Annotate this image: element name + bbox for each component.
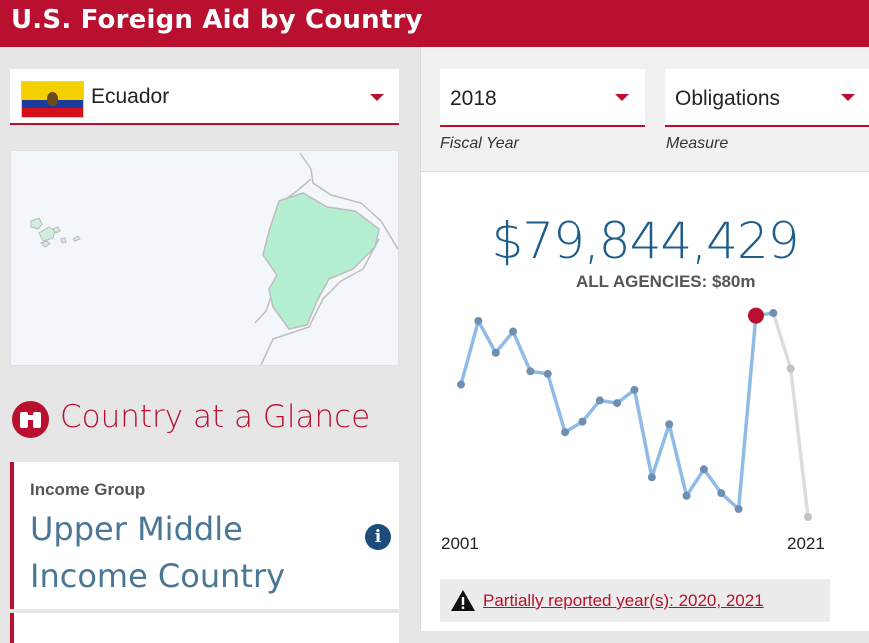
data-point[interactable] — [647, 473, 656, 482]
series-line-segment — [511, 329, 533, 374]
data-point[interactable] — [526, 367, 535, 376]
series-line-segment — [632, 388, 654, 480]
all-agencies-total: ALL AGENCIES: $80m — [576, 272, 756, 291]
series-line-segment — [476, 319, 498, 355]
fiscal-year-label: Fiscal Year — [440, 135, 519, 152]
series-line-segment — [702, 467, 723, 495]
page-title: U.S. Foreign Aid by Country — [11, 5, 423, 35]
data-point[interactable] — [543, 369, 552, 378]
income-value-line-2: Income Country — [30, 557, 286, 595]
data-point[interactable] — [509, 327, 518, 336]
left-panel: Ecuador — [0, 47, 420, 643]
data-point[interactable] — [734, 505, 743, 514]
ecuador-flag-icon — [21, 81, 84, 118]
series-line-segment — [788, 366, 810, 519]
total-amount: $79,844,429 — [491, 212, 799, 270]
next-glance-card — [10, 613, 399, 643]
data-point[interactable] — [457, 380, 465, 389]
chevron-down-icon — [841, 94, 855, 101]
galapagos-islands — [30, 217, 81, 248]
partial-years-link[interactable]: Partially reported year(s): 2020, 2021 — [483, 591, 764, 610]
series-line-segment — [771, 311, 793, 371]
income-group-card: Income Group Upper Middle Income Country… — [10, 462, 399, 609]
x-tick-label-start: 2001 — [441, 534, 479, 553]
chevron-down-icon — [370, 94, 384, 101]
ecuador-map-svg — [30, 152, 399, 366]
right-panel: 2018 Fiscal Year Obligations Measure $79… — [420, 47, 869, 631]
data-point[interactable] — [682, 491, 691, 500]
data-point[interactable] — [665, 420, 674, 429]
country-name: Ecuador — [91, 85, 170, 108]
data-point[interactable] — [491, 348, 500, 357]
income-group-label: Income Group — [30, 480, 146, 499]
series-line-segment — [580, 398, 602, 424]
data-point[interactable] — [630, 385, 639, 394]
data-point[interactable] — [699, 465, 708, 474]
fiscal-year-value: 2018 — [450, 87, 497, 110]
data-point[interactable] — [804, 513, 812, 521]
series-line-segment — [736, 313, 758, 511]
data-point[interactable] — [717, 489, 726, 498]
series-line-segment — [650, 422, 671, 480]
series-line-segment — [684, 467, 706, 498]
series-line-segment — [493, 329, 515, 355]
data-point[interactable] — [474, 316, 483, 325]
series-line-segment — [546, 372, 567, 434]
aid-trend-chart[interactable] — [421, 295, 869, 557]
data-point[interactable] — [769, 309, 778, 317]
x-tick-label-end: 2021 — [787, 534, 825, 553]
data-point[interactable] — [561, 428, 570, 437]
data-point[interactable] — [578, 417, 587, 426]
app-header: U.S. Foreign Aid by Country — [0, 0, 869, 47]
chevron-down-icon — [615, 94, 629, 101]
fiscal-year-dropdown[interactable]: 2018 — [440, 69, 645, 127]
income-value-line-1: Upper Middle — [30, 510, 243, 548]
series-line-segment — [667, 422, 689, 498]
warning-icon — [451, 590, 475, 611]
highlighted-data-point[interactable] — [747, 307, 764, 324]
measure-label: Measure — [666, 135, 729, 152]
info-icon[interactable]: i — [365, 524, 391, 550]
country-dropdown[interactable]: Ecuador — [10, 69, 399, 125]
binoculars-icon — [12, 401, 49, 438]
glance-title: Country at a Glance — [60, 399, 371, 435]
measure-dropdown[interactable]: Obligations — [665, 69, 869, 127]
filter-controls: 2018 Fiscal Year Obligations Measure — [421, 47, 869, 172]
measure-value: Obligations — [675, 87, 781, 110]
data-point[interactable] — [595, 396, 604, 405]
income-group-value: Upper Middle Income Country — [30, 506, 330, 600]
ecuador-shape — [262, 192, 380, 330]
series-line-segment — [459, 319, 481, 387]
country-map — [10, 150, 399, 366]
data-point[interactable] — [786, 364, 795, 373]
partial-report-warning: Partially reported year(s): 2020, 2021 — [440, 579, 830, 622]
data-point[interactable] — [613, 399, 622, 408]
